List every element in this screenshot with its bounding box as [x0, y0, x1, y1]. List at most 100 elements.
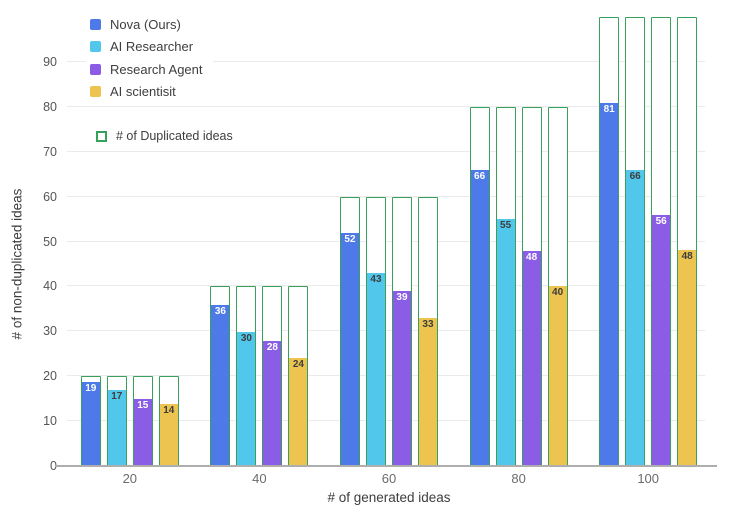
x-tick-label: 40	[252, 471, 267, 486]
bar-value-label: 28	[266, 341, 278, 353]
bar-value-label: 56	[655, 215, 667, 227]
bar-research-agent: 48	[522, 250, 541, 465]
duplicated-legend: # of Duplicated ideas	[92, 123, 243, 150]
bar-value-label: 55	[500, 220, 512, 232]
bar-research-agent: 15	[133, 399, 152, 465]
legend-item-label: AI Researcher	[110, 39, 194, 55]
bar-value-label: 14	[163, 404, 175, 416]
research-agent-swatch-icon	[90, 63, 101, 75]
duplicated-bar-outline: 14	[158, 376, 179, 466]
bar-value-label: 66	[629, 170, 641, 182]
legend-item-research-agent: Research Agent	[90, 58, 203, 81]
bar-value-label: 39	[396, 292, 408, 304]
legend-item-duplicated: # of Duplicated ideas	[96, 125, 233, 148]
duplicated-bar-outline: 55	[495, 106, 516, 466]
y-gridline	[67, 105, 705, 107]
bar-value-label: 40	[552, 287, 564, 299]
y-tick-label: 30	[43, 324, 57, 339]
bar-ai-scientisit: 14	[159, 403, 178, 465]
duplicated-bar-outline: 48	[521, 106, 542, 466]
y-axis-title: # of non-duplicated ideas	[9, 188, 25, 340]
bar-value-label: 33	[422, 318, 434, 330]
y-gridline	[67, 195, 705, 197]
y-gridline	[67, 285, 705, 287]
legend-item-ai-scientist: AI scientisit	[90, 81, 203, 104]
y-gridline	[67, 375, 705, 377]
ai-researcher-swatch-icon	[90, 41, 101, 53]
y-gridline	[67, 60, 705, 62]
duplicated-bar-outline: 36	[210, 286, 231, 466]
duplicated-bar-outline: 56	[651, 17, 672, 466]
x-axis-line	[55, 465, 717, 467]
y-tick-label: 20	[43, 369, 57, 384]
x-tick-label: 60	[381, 471, 397, 486]
duplicated-bar-outline: 24	[288, 286, 309, 466]
x-axis-title: # of generated ideas	[327, 490, 451, 505]
bar-value-label: 24	[292, 359, 304, 371]
bar-value-label: 48	[681, 251, 693, 263]
y-tick-label: 0	[50, 459, 57, 473]
bar-group: 81 66 56 48	[583, 17, 713, 466]
bar-ai-scientisit: 48	[678, 250, 697, 465]
duplicated-bar-outline: 66	[625, 17, 646, 466]
bar-value-label: 66	[474, 171, 486, 183]
duplicated-bar-outline: 39	[391, 196, 412, 466]
legend-item-label: Nova (Ours)	[110, 16, 181, 32]
bar-ai-researcher: 66	[626, 169, 645, 465]
bar-ai-researcher: 43	[366, 273, 385, 465]
bar-group: 36 30 28 24	[195, 286, 325, 466]
y-gridline	[67, 330, 705, 332]
bar-ai-researcher: 30	[237, 331, 256, 465]
bar-nova-ours-: 52	[340, 233, 359, 465]
y-gridline	[67, 420, 705, 422]
bar-ai-researcher: 55	[496, 219, 515, 465]
bar-research-agent: 28	[263, 340, 282, 465]
bar-ai-researcher: 17	[107, 390, 126, 465]
bar-group: 19 17 15 14	[65, 376, 195, 466]
duplicated-bar-outline: 17	[106, 376, 127, 466]
bar-ai-scientisit: 40	[548, 286, 567, 465]
duplicated-bar-outline: 43	[365, 196, 386, 466]
y-gridline	[67, 240, 705, 242]
duplicated-bar-outline: 33	[417, 196, 438, 466]
y-gridline	[67, 150, 705, 152]
x-tick-label: 80	[511, 471, 526, 486]
x-tick-label: 20	[122, 471, 138, 486]
plot-area: 0 10 20 30 40 50 60 70 80 90 19 17 15 14 36 30 28 24 52 43 3…	[43, 14, 717, 473]
y-tick-label: 70	[43, 144, 57, 159]
legend-item-nova: Nova (Ours)	[90, 13, 203, 36]
bar-value-label: 15	[137, 400, 149, 412]
bar-nova-ours-: 81	[600, 102, 619, 465]
duplicated-bar-outline: 19	[80, 376, 101, 466]
bar-value-label: 17	[111, 391, 123, 403]
y-tick-label: 40	[43, 279, 57, 294]
duplicated-bar-outline: 66	[469, 106, 490, 466]
bar-value-label: 19	[85, 382, 97, 394]
duplicated-bar-outline: 81	[599, 17, 620, 466]
nova-swatch-icon	[90, 18, 101, 30]
y-tick-label: 90	[43, 54, 57, 69]
legend-item-ai-researcher: AI Researcher	[90, 36, 203, 59]
bar-nova-ours-: 66	[470, 170, 489, 465]
x-tick-label: 100	[637, 471, 660, 486]
duplicated-outline-swatch-icon	[96, 130, 107, 142]
duplicated-bar-outline: 40	[547, 106, 568, 466]
ai-scientist-swatch-icon	[90, 86, 101, 98]
duplicated-legend-label: # of Duplicated ideas	[116, 129, 233, 144]
bar-research-agent: 39	[392, 291, 411, 465]
duplicated-bar-outline: 30	[236, 286, 257, 466]
bar-groups: 19 17 15 14 36 30 28 24 52 43 39 33 66 55 48 40 81 66 56 48	[65, 14, 713, 466]
bar-value-label: 30	[240, 332, 252, 344]
bar-nova-ours-: 36	[211, 305, 230, 465]
legend: Nova (Ours) AI Researcher Research Agent…	[86, 11, 213, 105]
bar-value-label: 36	[214, 306, 226, 318]
duplicated-bar-outline: 48	[677, 17, 698, 466]
bar-ai-scientisit: 24	[289, 358, 308, 465]
bar-nova-ours-: 19	[81, 381, 100, 465]
duplicated-bar-outline: 52	[339, 196, 360, 466]
duplicated-bar-outline: 15	[132, 376, 153, 466]
y-tick-label: 60	[43, 189, 57, 204]
bar-group: 66 55 48 40	[454, 106, 584, 466]
y-tick-label: 50	[43, 234, 57, 249]
